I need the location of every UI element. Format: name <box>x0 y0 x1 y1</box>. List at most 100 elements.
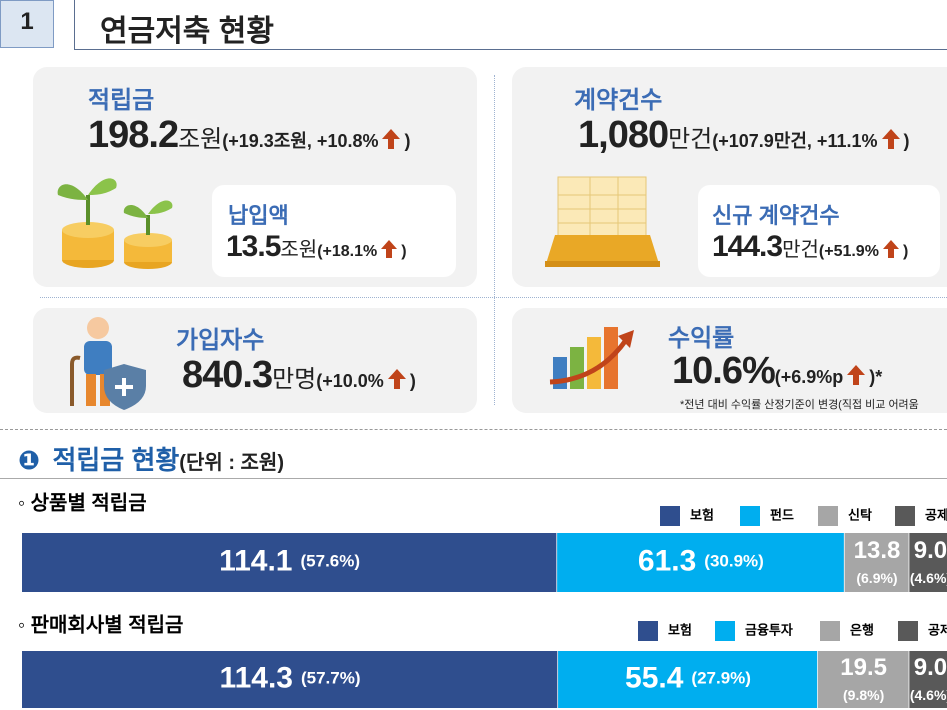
card-note: *전년 대비 수익률 산정기준이 변경(직접 비교 어려움 <box>680 399 919 411</box>
sub-card <box>698 185 940 277</box>
segment-share: (9.8%) <box>843 687 884 703</box>
legend-swatch <box>898 621 918 641</box>
card-value-line: 840.3만명(+10.0%) <box>182 354 416 397</box>
legend-swatch <box>660 506 680 526</box>
segment-share: (57.7%) <box>301 669 361 688</box>
sub-card-unit: 만건 <box>782 239 819 261</box>
card-label: 계약건수 <box>574 87 663 114</box>
section-underline <box>0 478 947 479</box>
card-value-line: 10.6%(+6.9%p)* <box>672 350 882 393</box>
card-change: (+10.0% <box>316 371 384 391</box>
sub-card-value-line: 13.5조원(+18.1%) <box>226 230 407 264</box>
card-change: (+19.3조원, +10.8% <box>222 131 379 151</box>
legend-label: 보험 <box>690 507 714 522</box>
segment-value: 55.4 <box>625 661 684 694</box>
card-close: ) <box>903 131 910 151</box>
sub-card-value: 144.3 <box>712 230 783 263</box>
chart-title: ◦ 상품별 적립금 <box>18 491 147 514</box>
up-arrow <box>382 129 401 149</box>
bar-segment <box>844 533 910 592</box>
segment-value: 114.1 <box>219 544 292 577</box>
bar-segment <box>558 651 818 708</box>
card-close: ) <box>404 131 411 151</box>
bar-segment <box>817 651 910 708</box>
sub-card-value-line: 144.3만건(+51.9%) <box>712 230 908 264</box>
section-title: 적립금 현황 <box>52 445 180 475</box>
growth-icon <box>549 327 634 389</box>
segment-share: (4.6%) <box>910 570 947 586</box>
separator <box>494 75 495 405</box>
card-label: 수익률 <box>668 325 735 352</box>
coin-plant-icon <box>57 178 173 269</box>
header-number: 1 <box>20 8 34 35</box>
senior-icon <box>70 317 146 410</box>
section-unit: (단위 : 조원) <box>179 452 284 474</box>
chart-title: ◦ 판매회사별 적립금 <box>18 613 183 636</box>
legend-label: 공제 <box>928 622 947 637</box>
card-label: 적립금 <box>88 87 155 114</box>
segment-share: (57.6%) <box>301 552 361 571</box>
card-unit: 만건 <box>668 126 713 153</box>
section-heading: ❶ 적립금 현황(단위 : 조원) <box>18 440 284 477</box>
card-value: 1,080 <box>578 114 669 156</box>
legend-swatch <box>895 506 915 526</box>
segment-label: 61.3 (30.9%) <box>638 544 764 577</box>
legend-label: 금융투자 <box>745 622 793 637</box>
sub-card-unit: 조원 <box>280 239 318 261</box>
sub-card-change: (+18.1% <box>317 243 378 260</box>
card-close: ) <box>409 371 416 391</box>
legend-label: 펀드 <box>770 507 794 522</box>
legend-swatch <box>638 621 658 641</box>
segment-share: (6.9%) <box>856 570 897 586</box>
legend-swatch <box>715 621 735 641</box>
segment-label: 55.4 (27.9%) <box>625 661 751 694</box>
legend-label: 은행 <box>850 622 874 637</box>
segment-label: 114.3 (57.7%) <box>220 661 361 694</box>
header-underline <box>74 49 947 50</box>
legend-label: 신탁 <box>848 507 872 522</box>
legend-swatch <box>820 621 840 641</box>
section-number: ❶ <box>18 445 41 475</box>
card-value-line: 198.2조원(+19.3조원, +10.8%) <box>88 114 410 157</box>
card-change: (+107.9만건, +11.1% <box>712 131 878 151</box>
up-arrow <box>847 365 866 385</box>
up-arrow <box>387 369 406 389</box>
up-arrow <box>381 240 398 258</box>
sub-card-label: 신규 계약건수 <box>712 203 840 228</box>
card-value: 10.6% <box>672 350 776 392</box>
sub-card-close: ) <box>902 243 909 260</box>
bar-segment <box>909 651 947 708</box>
card-value: 198.2 <box>88 114 179 156</box>
sub-card-close: ) <box>401 243 407 260</box>
segment-value: 61.3 <box>638 544 696 577</box>
card-unit: 만명 <box>272 366 317 393</box>
card-unit: 조원 <box>178 126 223 153</box>
separator <box>40 297 947 298</box>
section-divider <box>0 429 947 430</box>
sub-card-value: 13.5 <box>226 230 281 263</box>
segment-value: 13.8 <box>854 537 901 564</box>
segment-value: 114.3 <box>220 661 293 694</box>
header-number-box <box>0 0 54 48</box>
up-arrow <box>882 240 899 258</box>
up-arrow <box>881 129 900 149</box>
segment-value: 9.0 <box>914 537 947 564</box>
segment-share: (30.9%) <box>704 552 764 571</box>
segment-value: 19.5 <box>840 654 887 681</box>
ledger-icon <box>545 176 660 267</box>
card-change: (+6.9%p <box>774 367 844 387</box>
legend-swatch <box>818 506 838 526</box>
bar-segment <box>909 533 947 592</box>
bar-segment <box>557 533 845 592</box>
legend-label: 보험 <box>668 622 692 637</box>
card-label: 가입자수 <box>176 327 265 354</box>
header-title: 연금저축 현황 <box>100 15 274 48</box>
sub-card-change: (+51.9% <box>818 243 879 260</box>
segment-share: (4.6%) <box>910 687 947 703</box>
bar-segment <box>22 651 559 708</box>
sub-card <box>212 185 456 277</box>
card-value: 840.3 <box>182 354 273 396</box>
card-value-line: 1,080만건(+107.9만건, +11.1%) <box>578 114 910 157</box>
